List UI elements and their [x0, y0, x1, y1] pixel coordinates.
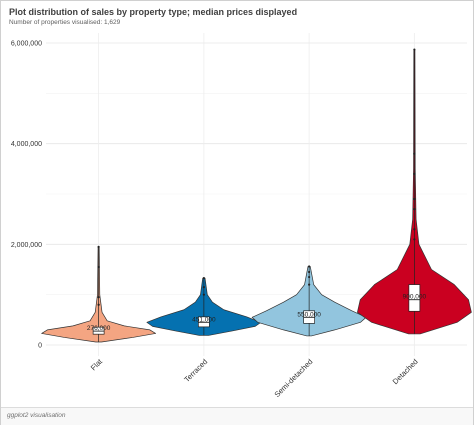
footer-bar: ggplot2 visualisation	[1, 407, 473, 425]
outlier-point	[413, 197, 416, 201]
y-tick-label: 2,000,000	[11, 242, 42, 249]
outlier-point	[413, 172, 416, 175]
x-tick-label: Flat	[89, 356, 105, 372]
footer-label: ggplot2 visualisation	[7, 412, 66, 419]
outlier-point	[202, 293, 205, 296]
chart-title: Plot distribution of sales by property t…	[9, 7, 298, 17]
median-label: 276,000	[87, 325, 111, 332]
box	[92, 326, 105, 335]
box	[408, 284, 421, 312]
median-label: 451,000	[192, 316, 216, 323]
outlier-point	[413, 228, 416, 231]
outlier-point	[308, 270, 311, 274]
outlier-point	[202, 286, 205, 289]
outlier-point	[413, 208, 416, 211]
outlier-point	[97, 303, 100, 306]
outlier-point	[308, 265, 311, 268]
box	[198, 316, 210, 328]
median-label: 550,000	[297, 311, 321, 318]
chart-subtitle: Number of properties visualised: 1,629	[9, 19, 121, 26]
x-tick-label: Detached	[391, 357, 420, 386]
violin-plot: 0 2,000,000 4,000,000 6,000,000 276,000 Flat 4…	[11, 33, 472, 399]
y-tick-label: 0	[38, 343, 42, 350]
outlier-point	[202, 276, 205, 280]
median-label: 900,000	[403, 294, 427, 301]
outlier-point	[308, 275, 311, 279]
outlier-point	[97, 245, 100, 248]
outlier-point	[308, 283, 311, 286]
outlier-point	[97, 296, 100, 299]
y-tick-label: 6,000,000	[11, 41, 42, 48]
outlier-point	[413, 152, 416, 155]
outlier-point	[97, 265, 100, 269]
outlier-point	[413, 48, 416, 51]
y-tick-label: 4,000,000	[11, 141, 42, 148]
x-tick-label: Semi-detached	[272, 357, 314, 399]
outlier-point	[413, 238, 416, 241]
x-tick-label: Terraced	[182, 357, 209, 384]
